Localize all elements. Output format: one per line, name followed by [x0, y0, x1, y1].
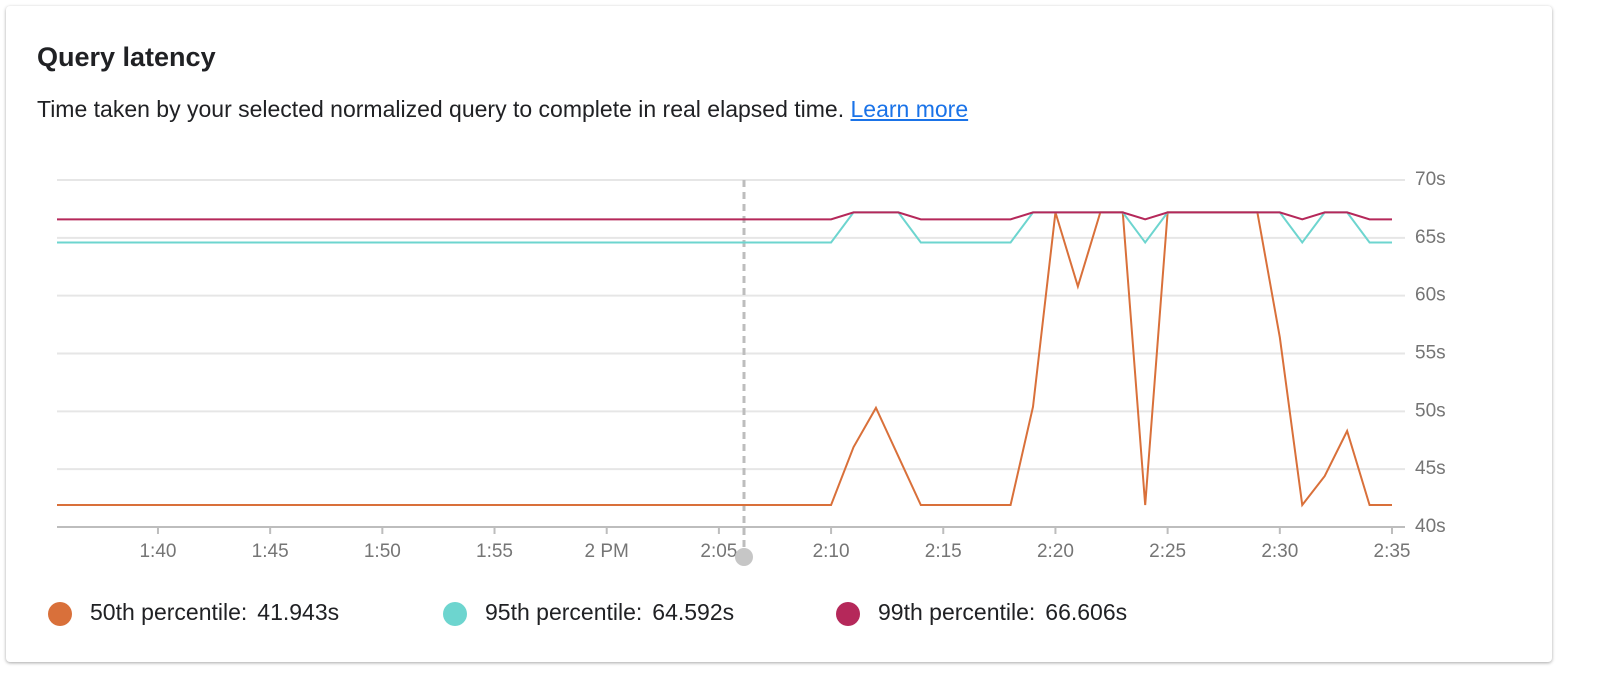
- y-tick-label: 60s: [1415, 285, 1446, 306]
- legend-swatch: [836, 602, 860, 626]
- legend-label: 50th percentile:: [90, 599, 247, 625]
- legend-value: 66.606s: [1045, 599, 1127, 625]
- series-line: [57, 211, 1392, 221]
- hover-handle[interactable]: [735, 548, 753, 566]
- description-text: Time taken by your selected normalized q…: [37, 96, 845, 122]
- card: [6, 6, 1552, 662]
- x-tick-label: 2:15: [925, 541, 962, 562]
- y-tick-label: 70s: [1415, 169, 1446, 190]
- y-tick-label: 50s: [1415, 400, 1446, 421]
- y-tick-label: 55s: [1415, 343, 1446, 364]
- x-tick-label: 2:35: [1374, 541, 1411, 562]
- legend-entry: 50th percentile: 41.943s: [90, 599, 339, 625]
- y-tick-label: 45s: [1415, 458, 1446, 479]
- legend-label: 95th percentile:: [485, 599, 642, 625]
- x-tick-label: 2 PM: [585, 541, 629, 562]
- legend: 50th percentile: 41.943s 95th percentile: 6…: [48, 599, 1127, 626]
- legend-entry: 99th percentile: 66.606s: [878, 599, 1127, 625]
- x-tick-label: 1:40: [139, 541, 176, 562]
- description: Time taken by your selected normalized q…: [37, 96, 968, 123]
- legend-label: 99th percentile:: [878, 599, 1035, 625]
- y-tick-label: 65s: [1415, 227, 1446, 248]
- legend-value: 64.592s: [652, 599, 734, 625]
- x-tick-label: 2:20: [1037, 541, 1074, 562]
- x-tick-label: 1:50: [364, 541, 401, 562]
- legend-entry: 95th percentile: 64.592s: [485, 599, 734, 625]
- legend-swatch: [48, 602, 72, 626]
- x-tick-label: 2:25: [1149, 541, 1186, 562]
- x-tick-label: 1:55: [476, 541, 513, 562]
- series-line: [57, 211, 1392, 508]
- y-tick-label: 40s: [1415, 516, 1446, 537]
- x-tick-label: 1:45: [252, 541, 289, 562]
- x-tick-label: 2:30: [1261, 541, 1298, 562]
- legend-swatch: [443, 602, 467, 626]
- x-tick-label: 2:05: [700, 541, 737, 562]
- legend-value: 41.943s: [257, 599, 339, 625]
- learn-more-link[interactable]: Learn more: [850, 96, 969, 122]
- card-title: Query latency: [37, 42, 216, 72]
- x-tick-label: 2:10: [813, 541, 850, 562]
